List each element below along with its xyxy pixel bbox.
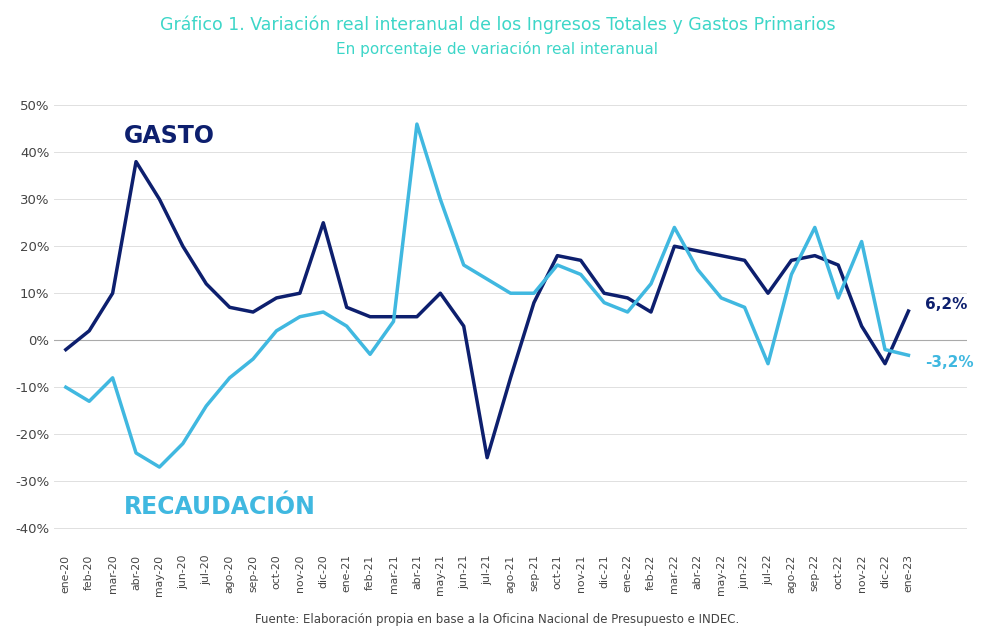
Text: Gráfico 1. Variación real interanual de los Ingresos Totales y Gastos Primarios: Gráfico 1. Variación real interanual de … [159, 16, 835, 34]
Text: En porcentaje de variación real interanual: En porcentaje de variación real interanu… [336, 41, 658, 57]
Text: GASTO: GASTO [124, 123, 215, 148]
Text: Fuente: Elaboración propia en base a la Oficina Nacional de Presupuesto e INDEC.: Fuente: Elaboración propia en base a la … [255, 614, 739, 626]
Text: RECAUDACIÓN: RECAUDACIÓN [124, 495, 316, 519]
Text: -3,2%: -3,2% [923, 355, 972, 370]
Text: 6,2%: 6,2% [923, 296, 966, 312]
